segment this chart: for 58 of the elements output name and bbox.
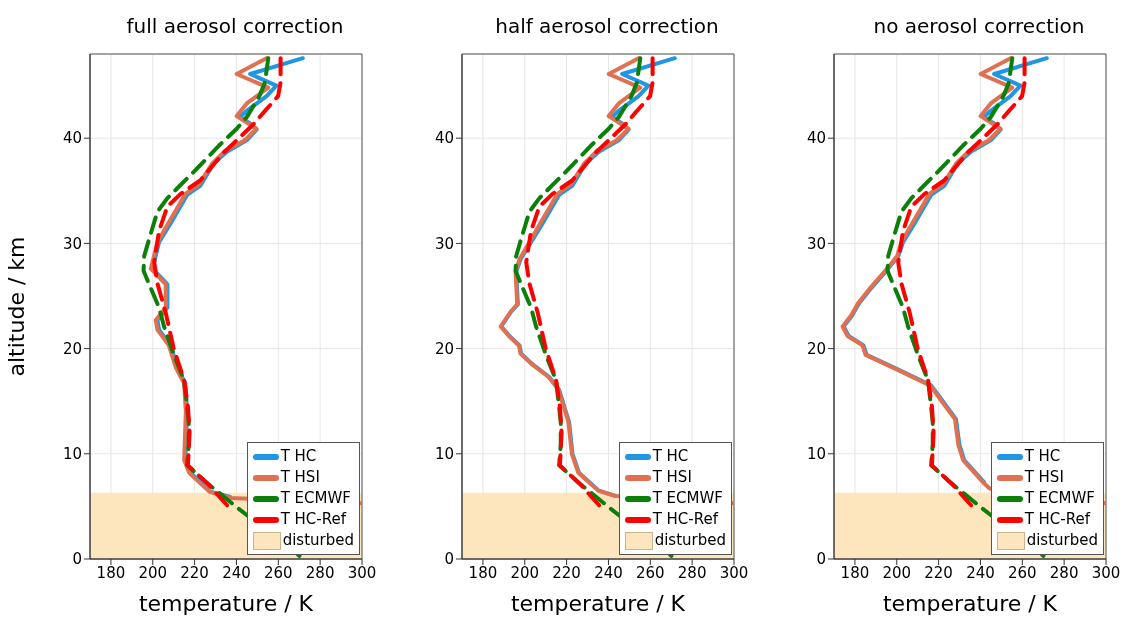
y-tick-label: 0 — [72, 550, 82, 569]
x-tick-label: 180 — [840, 563, 870, 582]
x-tick-label: 240 — [966, 563, 995, 582]
legend-label: T ECMWF — [280, 489, 351, 507]
chart-title: half aerosol correction — [494, 13, 720, 40]
legend-label: T ECMWF — [1024, 489, 1095, 507]
legend-label: T HSI — [1024, 468, 1064, 486]
y-tick-label: 0 — [816, 550, 826, 569]
x-tick-label: 280 — [677, 563, 707, 582]
x-tick-label: 200 — [510, 563, 540, 582]
x-tick-label: 240 — [222, 563, 251, 582]
x-tick-label: 280 — [1049, 563, 1079, 582]
y-tick-label: 30 — [806, 234, 826, 253]
x-tick-label: 280 — [305, 563, 335, 582]
x-tick-label: 260 — [263, 563, 293, 582]
y-tick-label: 10 — [806, 445, 826, 464]
band-label: disturbed — [1026, 531, 1098, 549]
legend-label: T HC-Ref — [280, 510, 347, 528]
legend-label: T ECMWF — [652, 489, 723, 507]
x-tick-label: 300 — [347, 563, 377, 582]
legend-label: T HC — [1024, 447, 1061, 465]
legend-label: T HC-Ref — [1024, 510, 1091, 528]
y-tick-label: 20 — [806, 339, 826, 358]
y-tick-label: 10 — [62, 445, 82, 464]
legend-label: T HSI — [280, 468, 320, 486]
y-tick-label: 30 — [434, 234, 454, 253]
y-tick-label: 40 — [434, 129, 454, 148]
chart-title: no aerosol correction — [872, 13, 1086, 40]
x-axis-title: temperature / K — [509, 590, 687, 618]
x-tick-label: 260 — [635, 563, 665, 582]
x-tick-label: 300 — [1091, 563, 1121, 582]
y-axis-title: altitude / km — [3, 236, 29, 377]
y-tick-label: 0 — [444, 550, 454, 569]
y-tick-label: 40 — [806, 129, 826, 148]
chart-title: full aerosol correction — [125, 13, 345, 40]
x-axis-title: temperature / K — [137, 590, 315, 618]
y-tick-label: 30 — [62, 234, 82, 253]
x-tick-label: 200 — [882, 563, 912, 582]
x-tick-label: 220 — [180, 563, 209, 582]
x-tick-label: 180 — [468, 563, 498, 582]
x-tick-label: 300 — [719, 563, 749, 582]
legend-label: T HC — [652, 447, 689, 465]
y-tick-label: 20 — [434, 339, 454, 358]
x-tick-label: 220 — [552, 563, 581, 582]
legend-label: T HC — [280, 447, 317, 465]
y-tick-label: 40 — [62, 129, 82, 148]
y-tick-label: 20 — [62, 339, 82, 358]
x-tick-label: 180 — [96, 563, 126, 582]
legend-label: T HSI — [652, 468, 692, 486]
x-tick-label: 220 — [924, 563, 953, 582]
x-axis-title: temperature / K — [881, 590, 1059, 618]
band-label: disturbed — [282, 531, 354, 549]
band-label: disturbed — [654, 531, 726, 549]
legend-label: T HC-Ref — [652, 510, 719, 528]
x-tick-label: 200 — [138, 563, 168, 582]
x-tick-label: 260 — [1007, 563, 1037, 582]
x-tick-label: 240 — [594, 563, 623, 582]
y-tick-label: 10 — [434, 445, 454, 464]
